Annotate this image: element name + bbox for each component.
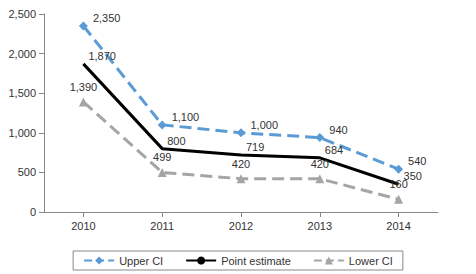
svg-text:500: 500 xyxy=(18,166,36,178)
svg-text:1,000: 1,000 xyxy=(8,127,36,139)
svg-text:1,390: 1,390 xyxy=(70,81,98,93)
svg-text:800: 800 xyxy=(167,135,185,147)
svg-text:684: 684 xyxy=(325,144,343,156)
svg-text:160: 160 xyxy=(389,178,407,190)
svg-text:1,100: 1,100 xyxy=(172,111,200,123)
svg-text:420: 420 xyxy=(311,158,329,170)
svg-text:2014: 2014 xyxy=(386,220,410,232)
svg-text:1,000: 1,000 xyxy=(251,119,279,131)
svg-text:2,350: 2,350 xyxy=(93,12,121,24)
svg-text:2010: 2010 xyxy=(71,220,95,232)
svg-text:540: 540 xyxy=(408,155,426,167)
svg-text:2013: 2013 xyxy=(308,220,332,232)
svg-text:1,500: 1,500 xyxy=(8,87,36,99)
svg-text:719: 719 xyxy=(246,141,264,153)
svg-text:499: 499 xyxy=(153,151,171,163)
svg-text:Upper CI: Upper CI xyxy=(119,255,163,267)
svg-text:2,000: 2,000 xyxy=(8,48,36,60)
svg-text:420: 420 xyxy=(232,158,250,170)
svg-text:350: 350 xyxy=(403,170,422,183)
svg-text:2012: 2012 xyxy=(229,220,253,232)
svg-text:Point estimate: Point estimate xyxy=(221,255,291,267)
svg-text:2,500: 2,500 xyxy=(8,8,36,20)
svg-text:Lower CI: Lower CI xyxy=(349,255,393,267)
svg-text:0: 0 xyxy=(30,206,36,218)
svg-text:940: 940 xyxy=(329,124,347,136)
svg-text:2011: 2011 xyxy=(150,220,174,232)
svg-text:1,870: 1,870 xyxy=(88,50,116,62)
